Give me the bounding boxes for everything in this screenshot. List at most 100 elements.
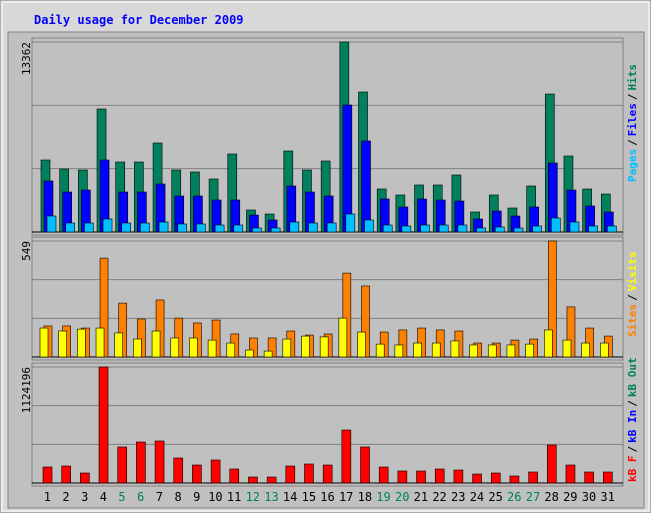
bar [58, 330, 67, 358]
bar [509, 475, 520, 484]
bar [140, 222, 150, 233]
x-tick-label: 6 [137, 490, 144, 504]
x-tick-label: 2 [62, 490, 69, 504]
bar [338, 317, 348, 358]
bar [528, 471, 538, 484]
bar [210, 459, 221, 484]
bar [214, 224, 225, 233]
y-tick-label: 1124196 [20, 367, 33, 413]
bar [319, 336, 329, 358]
bar [282, 338, 292, 358]
x-tick-label: 16 [320, 490, 334, 504]
bar [525, 343, 534, 358]
x-tick-label: 24 [470, 490, 484, 504]
x-tick-label: 26 [507, 490, 521, 504]
x-tick-label: 29 [563, 490, 577, 504]
bar [569, 221, 580, 233]
legend: Sites / Visits [626, 252, 639, 338]
bar [46, 215, 57, 233]
bar [360, 446, 370, 484]
bar [114, 332, 124, 358]
legend-entry: kB In [626, 410, 639, 443]
x-tick-label: 22 [432, 490, 446, 504]
bar [61, 465, 71, 484]
legend-entry: Pages [626, 149, 639, 182]
bar [207, 339, 217, 358]
x-tick-label: 1 [44, 490, 51, 504]
bar [196, 223, 206, 233]
x-tick-label: 12 [246, 490, 260, 504]
y-tick-label: 13362 [20, 42, 33, 75]
bar [600, 342, 609, 358]
bar [95, 327, 105, 358]
bar [603, 471, 613, 484]
x-tick-label: 31 [600, 490, 614, 504]
bar [136, 441, 146, 484]
legend-separator: / [626, 93, 639, 100]
bar [420, 224, 430, 233]
bar [151, 330, 161, 358]
legend: kB F / kB In / kB Out [626, 357, 639, 482]
bar [248, 476, 258, 484]
y-tick-label: 549 [20, 241, 33, 261]
bar [450, 340, 460, 358]
legend-separator: / [626, 139, 639, 146]
bar [472, 473, 482, 484]
bar [263, 350, 273, 358]
legend-entry: Files [626, 103, 639, 136]
bar [394, 344, 404, 358]
bar [562, 339, 572, 358]
bar [170, 337, 180, 358]
bar [341, 429, 352, 484]
bar [121, 222, 132, 233]
bar [494, 226, 505, 233]
x-tick-label: 30 [582, 490, 596, 504]
bar [584, 471, 594, 484]
legend: Pages / Files / Hits [626, 64, 639, 182]
bar [581, 342, 590, 358]
bar [158, 221, 169, 233]
x-tick-label: 7 [156, 490, 163, 504]
bar [102, 218, 113, 233]
bar [453, 469, 464, 484]
bar [361, 140, 371, 233]
bar [375, 343, 385, 358]
bar [378, 466, 389, 484]
bar [397, 470, 408, 484]
bar [490, 472, 501, 484]
bar [80, 472, 90, 484]
bar [133, 338, 142, 358]
bar [77, 328, 86, 358]
legend-separator: / [626, 400, 639, 407]
legend-separator: / [626, 446, 639, 453]
bar [550, 217, 561, 233]
bar [270, 227, 281, 233]
bar [364, 219, 374, 233]
x-tick-label: 17 [339, 490, 353, 504]
bar [607, 225, 617, 233]
legend-entry: Hits [626, 64, 639, 91]
x-tick-label: 4 [100, 490, 107, 504]
bar [543, 329, 553, 358]
bar [301, 335, 310, 358]
bar [565, 464, 576, 484]
bar [588, 225, 598, 233]
bar [98, 366, 109, 484]
bar [457, 224, 468, 233]
bar [506, 344, 516, 358]
x-tick-label: 10 [208, 490, 222, 504]
bar [431, 342, 441, 358]
bar [154, 440, 165, 484]
bar [532, 225, 542, 233]
bar [434, 468, 445, 484]
chart-title: Daily usage for December 2009 [34, 13, 244, 27]
bar [266, 476, 277, 484]
bar [487, 344, 497, 358]
x-tick-label: 27 [526, 490, 540, 504]
bar [357, 331, 366, 358]
x-tick-label: 28 [544, 490, 558, 504]
x-tick-label: 18 [358, 490, 372, 504]
x-tick-label: 23 [451, 490, 465, 504]
x-tick-label: 15 [302, 490, 316, 504]
